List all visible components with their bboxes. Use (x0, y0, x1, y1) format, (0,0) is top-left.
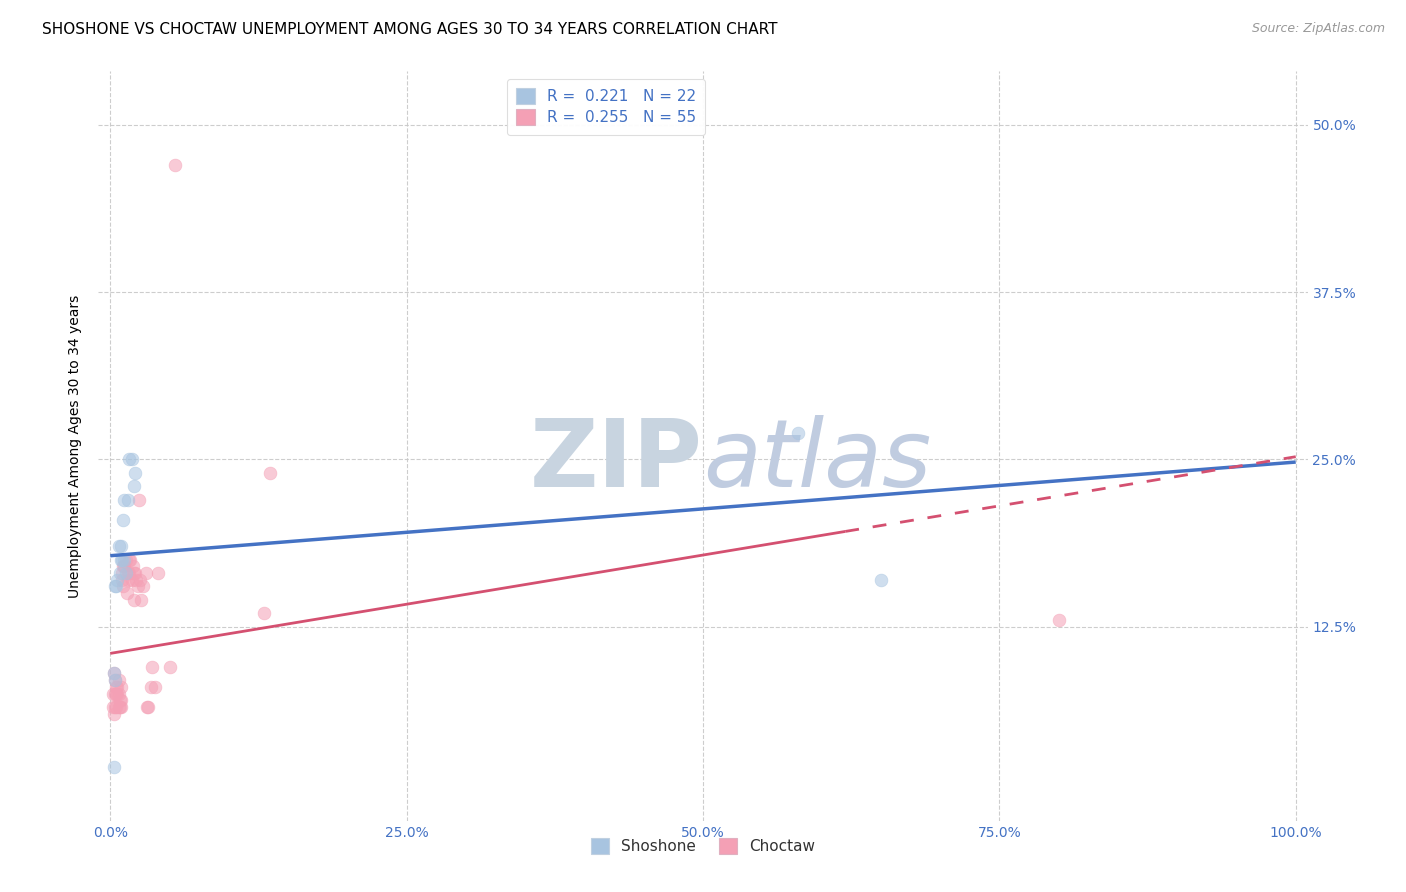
Point (120, 553, 142, 567)
Point (104, 580, 127, 594)
Text: Source: ZipAtlas.com: Source: ZipAtlas.com (1251, 22, 1385, 36)
Point (104, 687, 127, 701)
Point (104, 673, 127, 688)
Point (122, 479, 145, 493)
Point (114, 492, 136, 507)
Point (114, 566, 136, 581)
Point (105, 680, 128, 694)
Point (101, 687, 124, 701)
Point (129, 593, 152, 607)
Point (110, 680, 132, 694)
Point (105, 680, 128, 694)
Point (108, 566, 131, 581)
Point (110, 693, 132, 707)
Point (127, 580, 149, 594)
Text: SHOSHONE VS CHOCTAW UNEMPLOYMENT AMONG AGES 30 TO 34 YEARS CORRELATION CHART: SHOSHONE VS CHOCTAW UNEMPLOYMENT AMONG A… (42, 22, 778, 37)
Point (124, 466, 146, 480)
Point (117, 492, 139, 507)
Point (115, 586, 138, 600)
Point (159, 660, 181, 674)
Point (135, 566, 157, 581)
Point (108, 693, 131, 707)
Text: atlas: atlas (703, 416, 931, 507)
Point (143, 680, 166, 694)
Point (121, 559, 143, 574)
Point (121, 452, 143, 467)
Point (869, 573, 891, 587)
Point (103, 666, 125, 681)
Point (107, 687, 129, 701)
Point (101, 699, 124, 714)
Point (786, 425, 808, 440)
Point (114, 553, 136, 567)
Point (114, 553, 136, 567)
Point (107, 539, 129, 553)
Point (104, 673, 127, 688)
Point (118, 452, 141, 467)
Point (122, 566, 145, 581)
Point (141, 660, 163, 674)
Point (139, 680, 162, 694)
Point (111, 553, 134, 567)
Point (103, 760, 125, 774)
Point (107, 699, 129, 714)
Point (110, 699, 132, 714)
Point (132, 580, 155, 594)
Point (105, 573, 128, 587)
Point (1047, 613, 1070, 627)
Point (104, 699, 127, 714)
Point (165, 158, 187, 172)
Point (107, 673, 129, 688)
Point (112, 559, 135, 574)
Point (122, 593, 145, 607)
Point (118, 553, 141, 567)
Text: ZIP: ZIP (530, 415, 703, 507)
Point (103, 706, 125, 721)
Point (105, 699, 128, 714)
Point (259, 466, 281, 480)
Point (103, 666, 125, 681)
Point (117, 573, 139, 587)
Point (105, 580, 128, 594)
Point (129, 573, 152, 587)
Point (124, 566, 146, 581)
Point (114, 559, 136, 574)
Point (112, 580, 135, 594)
Legend: Shoshone, Choctaw: Shoshone, Choctaw (583, 830, 823, 862)
Point (121, 573, 143, 587)
Point (253, 607, 276, 621)
Point (111, 573, 134, 587)
Point (128, 492, 150, 507)
Point (110, 553, 132, 567)
Point (108, 699, 131, 714)
Point (110, 539, 132, 553)
Point (111, 566, 134, 581)
Point (118, 566, 141, 581)
Point (136, 699, 159, 714)
Point (125, 573, 148, 587)
Point (117, 566, 139, 581)
Point (105, 687, 128, 701)
Y-axis label: Unemployment Among Ages 30 to 34 years: Unemployment Among Ages 30 to 34 years (69, 294, 83, 598)
Point (136, 699, 159, 714)
Point (105, 687, 128, 701)
Point (112, 512, 135, 526)
Point (146, 566, 169, 581)
